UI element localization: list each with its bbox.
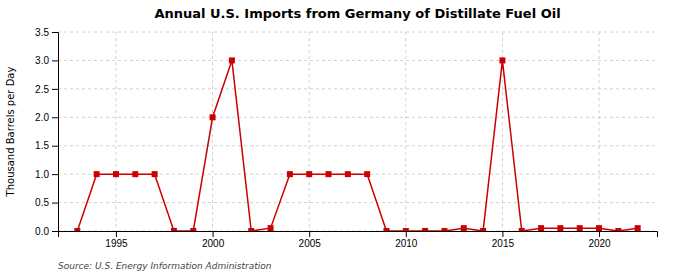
- tick-label: 3.0: [35, 55, 49, 66]
- tick-mark: [116, 231, 117, 237]
- grid-line: [58, 117, 657, 118]
- point: [635, 225, 641, 231]
- x-axis-tick: 2020: [588, 231, 611, 249]
- point: [403, 228, 409, 231]
- point: [113, 171, 119, 177]
- line: [77, 60, 637, 231]
- point: [345, 171, 351, 177]
- tick-mark: [52, 89, 58, 90]
- point: [461, 225, 467, 231]
- grid: [58, 32, 657, 231]
- tick-label: 1.0: [35, 169, 49, 180]
- tick-mark: [52, 231, 58, 232]
- point: [326, 171, 332, 177]
- point: [248, 228, 254, 231]
- tick-mark: [502, 231, 503, 237]
- point: [596, 225, 602, 231]
- x-axis-tick: 2005: [299, 231, 322, 249]
- point: [441, 228, 447, 231]
- point: [557, 225, 563, 231]
- point: [538, 225, 544, 231]
- marks: [74, 57, 640, 231]
- y-axis-tick: 1.5: [35, 140, 58, 151]
- tick-label: 3.5: [35, 27, 49, 38]
- y-axis-line: [52, 33, 59, 232]
- point: [171, 228, 177, 231]
- y-axis-title: Thousand Barrels per Day: [5, 67, 16, 198]
- tick-label: 2.5: [35, 84, 49, 95]
- point: [480, 228, 486, 231]
- grid-line: [58, 60, 657, 61]
- tick-label: 2010: [395, 238, 418, 249]
- grid-line: [309, 32, 310, 231]
- point: [519, 228, 525, 231]
- point: [210, 114, 216, 120]
- point: [499, 57, 505, 63]
- grid-line: [58, 32, 657, 33]
- grid-line: [58, 88, 657, 89]
- tick-label: 0.5: [35, 197, 49, 208]
- y-axis: 0.0 0.5 1.0 1.5 2.0 2.5 3.0 3.5: [35, 27, 58, 237]
- point: [132, 171, 138, 177]
- y-axis-tick: 0.0: [35, 226, 58, 237]
- point: [74, 228, 80, 231]
- tick-label: 0.0: [35, 226, 49, 237]
- x-axis-tick: 2015: [492, 231, 515, 249]
- y-axis-tick: 0.5: [35, 197, 58, 208]
- tick-mark: [52, 174, 58, 175]
- tick-mark: [52, 146, 58, 147]
- point: [190, 228, 196, 231]
- tick-mark: [52, 117, 58, 118]
- grid-line: [115, 32, 116, 231]
- grid-line: [212, 32, 213, 231]
- y-axis-tick: 2.0: [35, 112, 58, 123]
- point: [364, 171, 370, 177]
- x-axis-tick: 2000: [202, 231, 225, 249]
- tick-mark: [309, 231, 310, 237]
- chart: 1995 2000 2005 2010 2015 2020 0.0 0.5 1.0 1.5 2.0 2…: [0, 0, 675, 275]
- point: [383, 228, 389, 231]
- point: [577, 225, 583, 231]
- tick-label: 2020: [588, 238, 611, 249]
- source-note: Source: U.S. Energy Information Administ…: [58, 261, 272, 271]
- tick-mark: [52, 32, 58, 33]
- tick-mark: [406, 231, 407, 237]
- tick-label: 2.0: [35, 112, 49, 123]
- point: [306, 171, 312, 177]
- tick-mark: [52, 60, 58, 61]
- tick-mark: [213, 231, 214, 237]
- point: [152, 171, 158, 177]
- grid-line: [58, 202, 657, 203]
- tick-label: 1995: [105, 238, 128, 249]
- grid-line: [405, 32, 406, 231]
- x-axis-tick: 2010: [395, 231, 418, 249]
- tick-label: 2005: [299, 238, 322, 249]
- y-axis-tick: 1.0: [35, 169, 58, 180]
- y-axis-tick: 3.0: [35, 55, 58, 66]
- title: Annual U.S. Imports from Germany of Dist…: [154, 6, 560, 21]
- point: [422, 228, 428, 231]
- point: [615, 228, 621, 231]
- point: [229, 57, 235, 63]
- point: [287, 171, 293, 177]
- x-axis: 1995 2000 2005 2010 2015 2020: [59, 231, 658, 249]
- point: [94, 171, 100, 177]
- tick-mark: [599, 231, 600, 237]
- tick-label: 2000: [202, 238, 225, 249]
- grid-line: [58, 145, 657, 146]
- y-axis-tick: 3.5: [35, 27, 58, 38]
- x-axis-tick: 1995: [105, 231, 128, 249]
- plot: 1995 2000 2005 2010 2015 2020 0.0 0.5 1.0 1.5 2.0 2…: [35, 27, 657, 249]
- tick-label: 2015: [492, 238, 515, 249]
- grid-line: [599, 32, 600, 231]
- tick-label: 1.5: [35, 140, 49, 151]
- point: [268, 225, 274, 231]
- x-axis-line: [59, 232, 658, 238]
- tick-mark: [52, 203, 58, 204]
- y-axis-tick: 2.5: [35, 84, 58, 95]
